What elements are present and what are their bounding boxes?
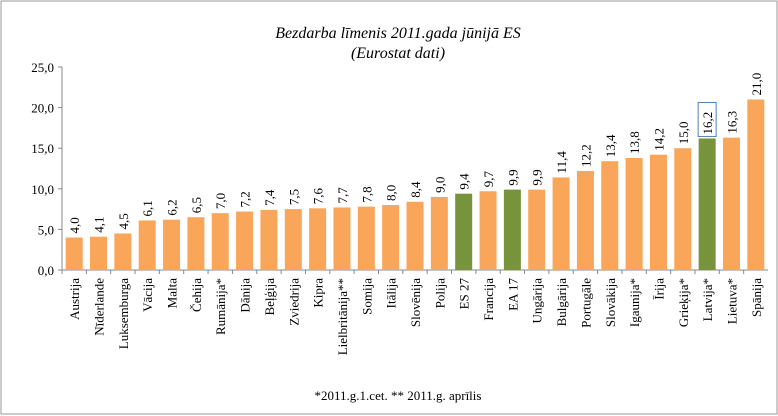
value-label: 12,2 <box>578 144 593 167</box>
x-tick-label: Portugāle <box>578 278 593 328</box>
bar <box>747 99 765 270</box>
value-label: 8,4 <box>408 181 423 198</box>
value-label: 16,2 <box>700 112 715 135</box>
x-tick-label: Ungārija <box>530 278 545 324</box>
bar <box>430 196 448 270</box>
x-tick-label: Luksemburga <box>116 278 131 349</box>
y-tick-label: 0,0 <box>38 263 54 278</box>
chart-subtitle: (Eurostat dati) <box>351 45 445 62</box>
value-label: 11,4 <box>554 151 569 174</box>
x-tick-label: Zviedrija <box>286 278 301 326</box>
bar <box>138 220 156 270</box>
value-label: 7,6 <box>311 188 326 205</box>
bar <box>455 193 473 270</box>
bar <box>649 154 667 270</box>
bar <box>406 201 424 270</box>
bar <box>528 189 546 270</box>
value-label: 4,5 <box>116 213 131 229</box>
x-tick-label: ES 27 <box>457 278 472 310</box>
bar <box>698 138 716 270</box>
value-label: 7,5 <box>286 189 301 205</box>
x-tick-label: Austrija <box>67 278 82 320</box>
value-label: 9,4 <box>457 173 472 190</box>
value-label: 9,7 <box>481 170 496 187</box>
x-tick-label: Somija <box>359 278 374 315</box>
value-label: 13,4 <box>603 134 618 157</box>
x-tick-label: Spānija <box>749 278 764 317</box>
x-tick-label: Īrija <box>651 278 666 300</box>
x-tick-label: Polija <box>432 278 447 309</box>
x-tick-label: Rumānija* <box>213 278 228 335</box>
y-tick-label: 5,0 <box>38 222 54 237</box>
bar <box>674 148 692 270</box>
value-label: 4,1 <box>92 216 107 232</box>
bar <box>552 177 570 270</box>
bar <box>236 211 254 270</box>
x-tick-label: Grieķija* <box>676 278 691 327</box>
bar <box>357 206 375 270</box>
x-tick-label: Lielbritānija** <box>335 278 350 355</box>
x-tick-label: Slovākija <box>603 278 618 327</box>
value-label: 7,0 <box>213 193 228 209</box>
value-label-box <box>697 101 717 137</box>
bar <box>260 209 278 270</box>
bar <box>625 157 643 270</box>
value-label: 9,9 <box>530 169 545 185</box>
bar <box>601 161 619 270</box>
y-tick-label: 10,0 <box>31 182 54 197</box>
value-label: 7,8 <box>359 186 374 202</box>
bar <box>284 209 302 270</box>
bar <box>309 208 327 270</box>
bar <box>479 191 497 270</box>
x-tick-label: EA 17 <box>505 278 520 311</box>
x-tick-label: Latvija* <box>700 278 715 321</box>
value-label: 9,0 <box>432 177 447 193</box>
x-tick-label: Bulgārija <box>554 278 569 327</box>
footnote: *2011.g.1.cet. ** 2011.g. aprīlis <box>315 388 482 403</box>
x-tick-label: Beļģija <box>262 278 277 316</box>
chart-title: Bezdarba līmenis 2011.gada jūnijā ES <box>275 25 520 42</box>
value-label: 6,5 <box>189 197 204 213</box>
value-label: 21,0 <box>749 73 764 96</box>
value-label: 6,1 <box>140 200 155 216</box>
value-label: 7,2 <box>238 191 253 207</box>
x-tick-label: Čehija <box>189 278 204 312</box>
value-label: 4,0 <box>67 217 82 233</box>
value-label: 7,4 <box>262 189 277 206</box>
x-tick-label: Kipra <box>311 278 326 308</box>
bar <box>65 237 83 270</box>
value-label: 7,7 <box>335 187 350 204</box>
value-label: 8,0 <box>384 185 399 201</box>
bar <box>90 236 108 270</box>
y-tick-label: 15,0 <box>31 141 54 156</box>
bar <box>576 170 594 270</box>
value-label: 13,8 <box>627 131 642 154</box>
bar <box>114 233 132 270</box>
bar <box>187 217 205 270</box>
bar <box>722 137 740 270</box>
value-label: 15,0 <box>676 121 691 144</box>
x-tick-label: Nīderlande <box>92 278 107 336</box>
x-tick-label: Vācija <box>140 278 155 312</box>
value-label: 6,2 <box>165 199 180 215</box>
x-tick-label: Igaunija* <box>627 278 642 327</box>
bar <box>503 189 521 270</box>
value-label: 14,2 <box>651 128 666 151</box>
bar <box>333 207 351 270</box>
x-tick-label: Malta <box>165 278 180 309</box>
x-tick-label: Itālija <box>384 278 399 309</box>
y-tick-label: 25,0 <box>31 60 54 75</box>
x-tick-label: Lietuva* <box>724 278 739 324</box>
value-label: 9,9 <box>505 169 520 185</box>
bar <box>211 213 229 270</box>
y-tick-label: 20,0 <box>31 101 54 116</box>
bar <box>382 205 400 270</box>
x-tick-label: Francija <box>481 278 496 321</box>
x-tick-label: Dānija <box>238 278 253 313</box>
bar <box>163 219 181 270</box>
value-label: 16,3 <box>724 111 739 134</box>
x-tick-label: Slovēnija <box>408 278 423 327</box>
